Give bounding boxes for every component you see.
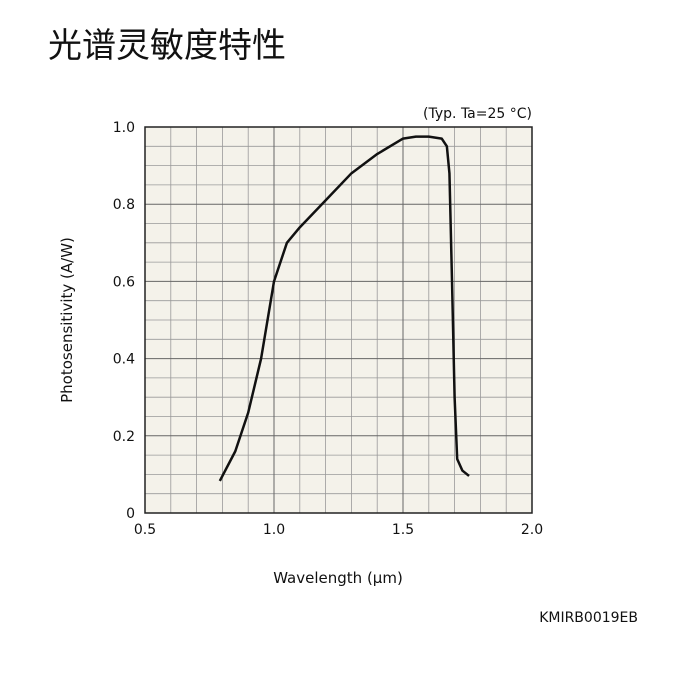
y-tick-label: 0.4 xyxy=(113,352,135,368)
footer: KMIRB0019EB xyxy=(539,610,638,626)
x-axis-label: Wavelength (μm) xyxy=(273,569,403,587)
y-axis-label: Photosensitivity (A/W) xyxy=(58,237,76,403)
annotation: (Typ. Ta=25 °C) xyxy=(423,106,532,122)
data-line xyxy=(218,135,470,482)
x-tick-label: 0.5 xyxy=(134,522,156,538)
y-tick-label: 0.8 xyxy=(113,197,135,213)
x-tick-label: 2.0 xyxy=(521,522,543,538)
x-tick-label: 1.0 xyxy=(263,522,285,538)
y-tick-label: 0.2 xyxy=(113,429,135,445)
y-tick-label: 0.6 xyxy=(113,274,135,290)
y-tick-label: 0 xyxy=(126,506,135,522)
x-tick-label: 1.5 xyxy=(392,522,414,538)
chart-title: 光谱灵敏度特性 xyxy=(48,26,286,66)
y-tick-label: 1.0 xyxy=(113,120,135,136)
plot-frame xyxy=(144,126,533,514)
